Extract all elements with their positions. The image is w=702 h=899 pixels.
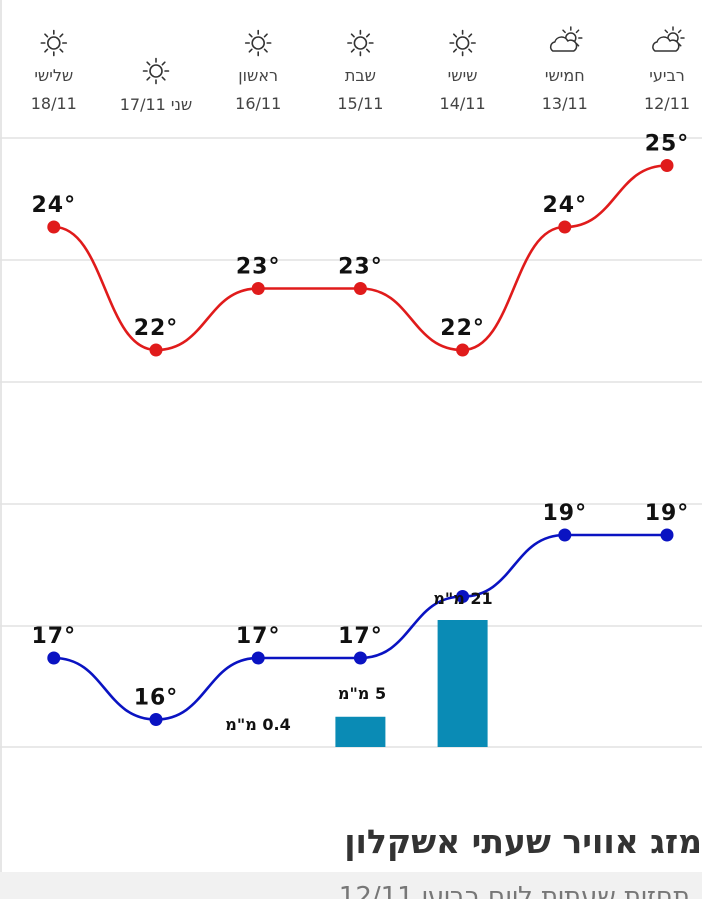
- data-point: [251, 282, 265, 295]
- data-point: [47, 651, 61, 665]
- data-label: 17°: [236, 624, 281, 649]
- rain-bar: [437, 620, 488, 747]
- data-label: 25°: [645, 132, 690, 157]
- data-label: 16°: [134, 686, 179, 711]
- data-point: [660, 159, 674, 172]
- day-label: שישי: [448, 66, 478, 85]
- hourly-subtitle-bar[interactable]: תחזית שעתית ליום רביעי 12/11: [0, 872, 702, 899]
- data-point: [660, 528, 674, 542]
- data-label: 22°: [440, 316, 485, 341]
- data-point: [353, 282, 367, 295]
- day-label: רביעי: [649, 66, 684, 85]
- date-label: 18/11: [31, 94, 77, 113]
- sun-icon: [40, 29, 68, 57]
- data-point: [47, 220, 61, 234]
- low-temp-series: 19° 19° 21 מ"מ 17° 17° 16° 17°: [31, 501, 690, 726]
- date-label: 12/11: [644, 94, 690, 113]
- day-ticks: רביעי 12/11 חמישי 13/11 שישי 14/11 שבת 15/11 ראש…: [31, 66, 690, 114]
- forecast-chart: רביעי 12/11 חמישי 13/11 שישי 14/11 שבת 15/11 ראש…: [0, 26, 702, 748]
- sun-icon: [449, 29, 476, 57]
- rain-bar: [335, 716, 386, 747]
- temperature-lines: 25°24°22°23°23°22°24°19°19°21 מ"מ17°17°1…: [31, 132, 690, 726]
- data-label: 23°: [338, 255, 383, 280]
- day-label: שני 17/11: [120, 95, 193, 114]
- data-label: 17°: [31, 624, 76, 649]
- data-point: [456, 343, 470, 357]
- data-label: 24°: [31, 193, 76, 218]
- high-temp-series: 25° 24° 22° 23° 23° 22° 24°: [31, 132, 690, 357]
- sun-icon: [142, 57, 170, 85]
- data-label: 21 מ"מ: [433, 589, 492, 608]
- data-point: [353, 651, 367, 665]
- weather-icons: [40, 26, 685, 85]
- partly-cloudy-icon: [652, 26, 685, 52]
- rain-label: 0.4 מ"מ: [225, 715, 290, 734]
- date-label: 13/11: [542, 94, 588, 113]
- data-point: [149, 713, 163, 726]
- day-label: שבת: [345, 66, 376, 85]
- data-label: 23°: [236, 255, 281, 280]
- data-label: 19°: [542, 501, 587, 526]
- sun-icon: [347, 29, 374, 57]
- partly-cloudy-icon: [549, 26, 583, 52]
- hourly-section-title: מזג אוויר שעתי אשקלון: [344, 822, 702, 861]
- rain-label: 5 מ"מ: [338, 684, 386, 703]
- gridlines: [0, 137, 702, 748]
- date-label: 16/11: [235, 94, 281, 113]
- day-label: חמישי: [545, 66, 585, 85]
- sun-icon: [244, 29, 272, 57]
- hourly-subtitle: תחזית שעתית ליום רביעי 12/11: [338, 882, 690, 899]
- data-label: 24°: [542, 193, 587, 218]
- data-point: [149, 343, 163, 357]
- data-point: [251, 651, 265, 665]
- day-label: ראשון: [238, 66, 278, 85]
- left-border: [0, 0, 2, 899]
- data-label: 17°: [338, 624, 383, 649]
- data-point: [558, 528, 572, 542]
- data-label: 22°: [134, 316, 179, 341]
- date-label: 15/11: [337, 94, 383, 113]
- data-point: [456, 590, 470, 603]
- date-label: 14/11: [440, 94, 486, 113]
- day-label: שלישי: [34, 66, 73, 85]
- data-label: 19°: [645, 501, 690, 526]
- data-point: [558, 220, 572, 234]
- rain-bars: 5 מ"מ 0.4 מ"מ: [225, 620, 488, 747]
